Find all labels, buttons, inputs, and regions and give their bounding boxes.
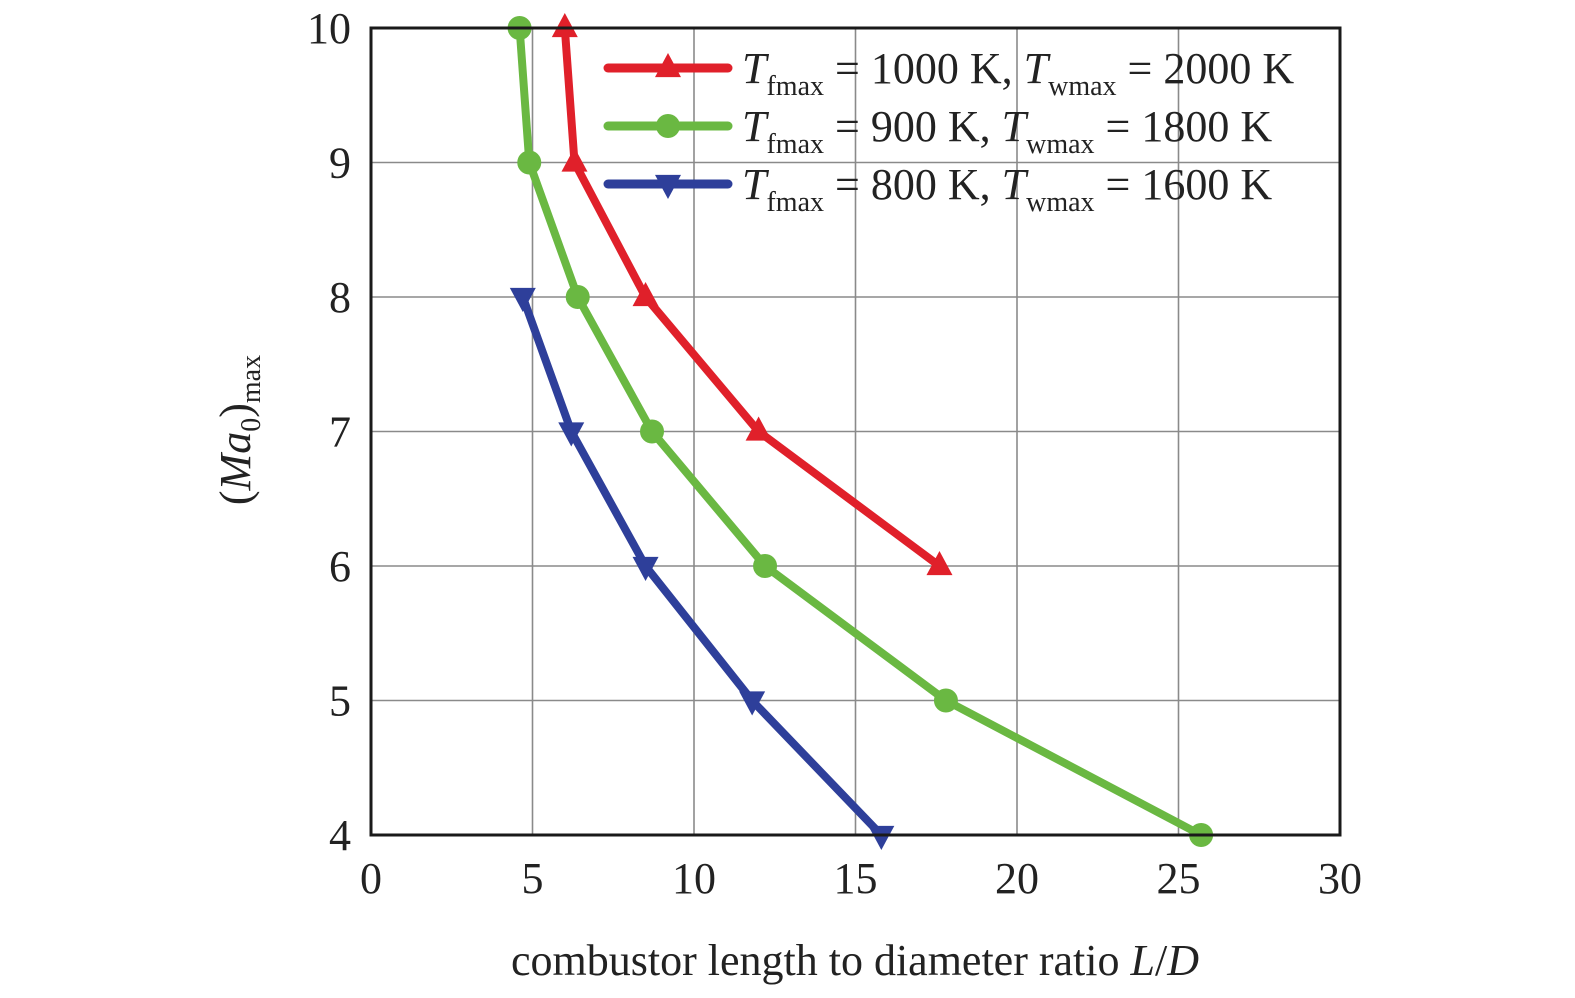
data-point bbox=[509, 287, 536, 312]
y-tick-label: 8 bbox=[329, 273, 351, 322]
y-tick-label: 7 bbox=[329, 408, 351, 457]
y-axis-label-ma: Ma bbox=[211, 432, 260, 492]
y-axis-label-close: ) bbox=[211, 403, 260, 418]
data-point bbox=[551, 13, 578, 38]
x-tick-label: 20 bbox=[995, 854, 1039, 903]
data-point bbox=[933, 688, 958, 713]
data-point bbox=[558, 422, 585, 447]
y-tick-label: 9 bbox=[329, 139, 351, 188]
legend-label: Tfmax = 800 K, Twmax = 1600 K bbox=[742, 160, 1272, 218]
plot-frame bbox=[369, 26, 1342, 837]
data-point bbox=[926, 551, 953, 576]
legend-entry-2: Tfmax = 900 K, Twmax = 1800 K bbox=[603, 102, 1272, 160]
series-3 bbox=[509, 287, 895, 850]
series-2 bbox=[507, 16, 1214, 847]
legend-entry-1: Tfmax = 1000 K, Twmax = 2000 K bbox=[603, 44, 1294, 102]
data-point bbox=[517, 150, 542, 175]
data-point bbox=[565, 285, 590, 309]
y-axis-label-sub0: 0 bbox=[236, 418, 267, 432]
x-tick-label: 25 bbox=[1157, 854, 1201, 903]
series-layer bbox=[507, 13, 1214, 850]
data-point bbox=[632, 556, 659, 581]
y-tick-label: 5 bbox=[329, 677, 351, 726]
legend-entry-3: Tfmax = 800 K, Twmax = 1600 K bbox=[603, 160, 1272, 218]
x-axis-label: combustor length to diameter ratio L/D bbox=[511, 936, 1199, 985]
x-axis-label-slash: / bbox=[1155, 936, 1168, 985]
series-1 bbox=[551, 13, 953, 576]
y-axis-label-submax: max bbox=[236, 355, 267, 403]
legend-swatch-marker bbox=[655, 174, 681, 199]
x-tick-label: 5 bbox=[522, 854, 544, 903]
y-tick-label: 10 bbox=[307, 4, 351, 53]
legend-label: Tfmax = 900 K, Twmax = 1800 K bbox=[742, 102, 1272, 160]
y-tick-label: 4 bbox=[329, 811, 351, 860]
x-axis-label-var: L bbox=[1130, 936, 1155, 985]
y-axis-label: (Ma0)max bbox=[211, 355, 267, 505]
x-tick-label: 0 bbox=[360, 854, 382, 903]
data-point bbox=[745, 416, 772, 441]
data-point bbox=[632, 282, 659, 307]
data-point bbox=[640, 419, 665, 444]
x-axis-label-var2: D bbox=[1166, 936, 1199, 985]
x-tick-labels: 0 5 10 15 20 25 30 bbox=[360, 854, 1362, 903]
x-tick-label: 10 bbox=[672, 854, 716, 903]
y-tick-label: 6 bbox=[329, 542, 351, 591]
legend-swatch-marker bbox=[655, 53, 681, 78]
legend-swatch-marker bbox=[656, 114, 680, 138]
x-tick-label: 15 bbox=[834, 854, 878, 903]
legend-label: Tfmax = 1000 K, Twmax = 2000 K bbox=[742, 44, 1294, 102]
x-tick-label: 30 bbox=[1318, 854, 1362, 903]
data-point bbox=[753, 554, 778, 578]
y-tick-labels: 4 5 6 7 8 9 10 bbox=[307, 4, 351, 860]
data-point bbox=[739, 691, 766, 716]
y-axis-label-open: ( bbox=[211, 490, 260, 505]
x-axis-label-main: combustor length to diameter ratio bbox=[511, 936, 1131, 985]
data-point bbox=[561, 147, 588, 172]
data-point bbox=[868, 825, 895, 850]
